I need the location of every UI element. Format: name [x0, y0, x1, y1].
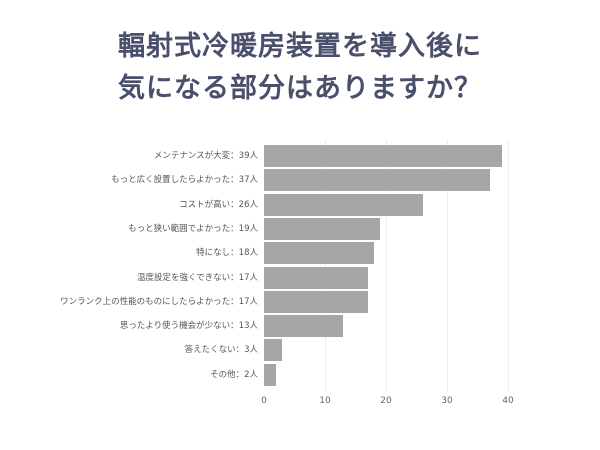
bar — [264, 363, 277, 386]
bar-label: もっと広く設置したらよかった：37人 — [111, 175, 258, 186]
bar — [264, 193, 423, 216]
x-tick-40: 40 — [502, 396, 514, 406]
bar-label: その他：2人 — [210, 369, 258, 380]
bar-label: 思ったより使う機会が少ない：13人 — [119, 321, 258, 332]
x-tick-20: 20 — [380, 396, 392, 406]
chart-title: 輻射式冷暖房装置を導入後に 気になる部分はありますか？ — [0, 26, 600, 110]
bar — [264, 339, 283, 362]
bar — [264, 242, 374, 265]
bar-label: もっと狭い範囲でよかった：19人 — [128, 223, 258, 234]
bar — [264, 217, 380, 240]
bar-label: 特になし：18人 — [196, 248, 258, 259]
chart-title-line2: 気になる部分はありますか？ — [118, 73, 482, 104]
bar-label: ワンランク上の性能のものにしたらよかった：17人 — [60, 296, 258, 307]
bar-label: 温度設定を強くできない：17人 — [136, 272, 258, 283]
x-tick-0: 0 — [261, 396, 267, 406]
bar — [264, 290, 368, 313]
bar — [264, 266, 368, 289]
x-tick-10: 10 — [319, 396, 331, 406]
bar-label: メンテナンスが大変：39人 — [153, 151, 258, 161]
gridline-10 — [325, 140, 326, 392]
bar — [264, 169, 490, 192]
bar-label: 答えたくない：3人 — [184, 345, 258, 356]
chart-title-line1: 輻射式冷暖房装置を導入後に — [118, 31, 482, 62]
bar — [264, 145, 502, 167]
gridline-30 — [447, 140, 448, 392]
gridline-40 — [508, 140, 509, 392]
bar — [264, 315, 344, 338]
bar-label: コストが高い：26人 — [179, 199, 258, 210]
gridline-20 — [386, 140, 387, 392]
x-tick-30: 30 — [441, 396, 453, 406]
